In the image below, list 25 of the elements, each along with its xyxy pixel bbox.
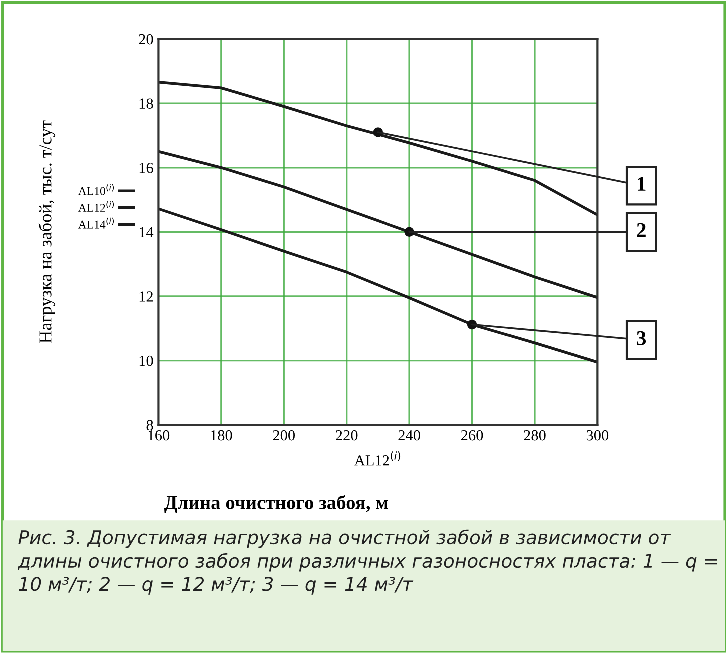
y-tick-label: 14	[140, 227, 154, 238]
y-tick-label: 8	[146, 420, 154, 431]
y-tick-label: 10	[140, 356, 154, 366]
y-tick-label: 20	[139, 34, 154, 45]
y-tick-label: 12	[140, 292, 153, 302]
annotation: 2	[637, 223, 646, 238]
x-tick-label: 200	[273, 430, 296, 441]
x-tick-label: 300	[586, 430, 609, 441]
y-tick-label: 18	[140, 98, 154, 109]
legend-label: AL14$^{(i)}$	[78, 218, 114, 229]
x-tick-label: 260	[461, 430, 484, 441]
legend-label: AL10$^{(i)}$	[78, 184, 114, 196]
y-tick-label: 16	[140, 163, 154, 174]
x-tick-label: 240	[398, 430, 420, 441]
annotation: 3	[637, 331, 646, 346]
text: Длина очистного забоя, м	[164, 495, 388, 514]
annotation: 1	[638, 177, 646, 191]
x-tick-label: 160	[148, 430, 170, 441]
x-axis-title: AL12$^{(i)}$	[354, 452, 401, 466]
y-axis-title: Нагрузка на забой, тыс. т/сут	[38, 120, 56, 344]
legend-label: AL12$^{(i)}$	[78, 201, 114, 212]
x-tick-label: 220	[336, 430, 358, 441]
x-tick-label: 280	[524, 430, 546, 441]
text: Рис. 3. Допустимая нагрузка на очистной забой в зависимости от длины очистного забоя при различных газоносностях пласта: 1 — q = 10 м³/т; 2 — q = 12 м³/т; 3 — q = 14 м³/т	[18, 530, 718, 595]
x-tick-label: 180	[211, 430, 232, 441]
